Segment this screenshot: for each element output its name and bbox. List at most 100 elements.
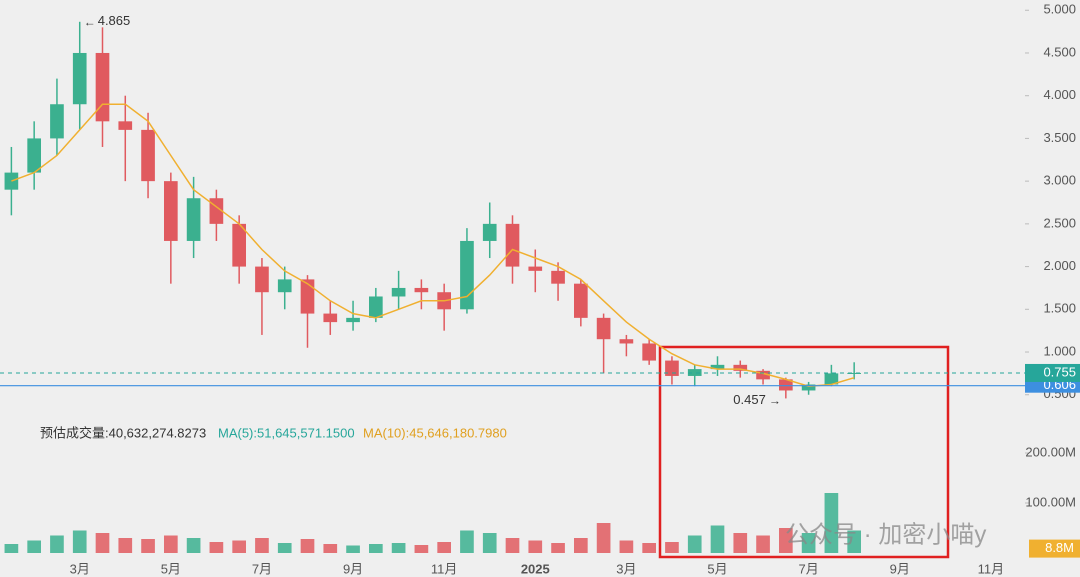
- x-tick-label: 3月: [70, 561, 90, 576]
- candle-body: [847, 372, 861, 374]
- x-tick-label: 2025: [521, 561, 550, 576]
- candle-body: [300, 279, 315, 314]
- volume-ma5: MA(5):51,645,571.1500: [218, 425, 355, 440]
- candle-body: [779, 379, 793, 391]
- y-tick-label: 3.000: [1043, 173, 1076, 188]
- volume-bar: [346, 545, 360, 553]
- volume-bar: [232, 540, 246, 553]
- highlight-box: [658, 345, 950, 559]
- x-tick-label: 7月: [798, 561, 818, 576]
- x-tick-label: 5月: [707, 561, 727, 576]
- min-arrow: →: [769, 394, 781, 408]
- volume-bar: [756, 535, 770, 553]
- volume-bar: [596, 523, 611, 553]
- candle-body: [72, 52, 87, 105]
- volume-bar: [779, 528, 793, 553]
- volume-bar: [300, 539, 315, 553]
- volume-bar: [141, 539, 155, 553]
- volume-bar: [710, 525, 725, 553]
- volume-bar: [505, 538, 520, 553]
- x-tick-label: 3月: [616, 561, 636, 576]
- x-tick-label: 9月: [343, 561, 363, 576]
- volume-bar: [437, 542, 451, 553]
- ma-line: [11, 103, 855, 387]
- ref-tag: [1025, 378, 1080, 393]
- volume-bar: [277, 543, 292, 553]
- volume-bar: [824, 493, 839, 553]
- last-price-label: 0.755: [1043, 364, 1076, 379]
- max-arrow: ←: [84, 15, 96, 29]
- candle-body: [118, 121, 133, 130]
- watermark: 公众号 · 加密小喵y: [785, 521, 986, 548]
- candle-body: [186, 198, 201, 241]
- candle-body: [596, 317, 611, 340]
- x-tick-label: 11月: [978, 561, 1005, 576]
- candle-body: [824, 373, 839, 385]
- volume-bar: [323, 544, 338, 553]
- candle-body: [733, 364, 748, 371]
- volume-bar: [733, 533, 748, 553]
- candle-body: [277, 279, 292, 293]
- volume-legend: 预估成交量:40,632,274.8273: [40, 425, 206, 440]
- y-tick-label: 1.500: [1043, 301, 1076, 316]
- volume-bar: [118, 538, 133, 553]
- volume-bar: [414, 545, 429, 553]
- volume-bar: [665, 542, 679, 553]
- volume-bar: [209, 542, 224, 553]
- y-tick-label: 3.500: [1043, 130, 1076, 145]
- volume-bar: [50, 535, 64, 553]
- candle-body: [95, 52, 110, 122]
- volume-bar: [574, 538, 588, 553]
- y-tick-label: 1.000: [1043, 343, 1076, 358]
- y-tick-label: 2.500: [1043, 215, 1076, 230]
- volume-tick-label: 100.00M: [1025, 494, 1076, 509]
- volume-bar: [369, 544, 383, 553]
- candle-body: [687, 369, 702, 376]
- volume-bar: [95, 533, 110, 553]
- candle-body: [482, 223, 497, 241]
- volume-bar: [847, 530, 861, 553]
- candle-body: [4, 172, 19, 190]
- candle-body: [756, 370, 770, 380]
- volume-bar: [482, 533, 497, 553]
- volume-bar: [4, 544, 19, 553]
- candle-body: [50, 104, 64, 139]
- volume-tag: [1029, 539, 1080, 558]
- volume-bar: [687, 535, 702, 553]
- volume-bar: [164, 535, 178, 553]
- volume-bar: [551, 543, 565, 553]
- candle-body: [414, 287, 429, 293]
- volume-current-label: 8.8M: [1045, 540, 1074, 555]
- candle-body: [232, 223, 246, 267]
- candle-body: [801, 384, 816, 391]
- last-price-tag: [1025, 363, 1080, 382]
- candle-body: [528, 266, 543, 271]
- candle-body: [642, 343, 656, 361]
- candle-body: [460, 240, 474, 310]
- candle-body: [574, 283, 588, 318]
- x-tick-label: 7月: [252, 561, 272, 576]
- candle-body: [505, 223, 520, 267]
- volume-bar: [72, 530, 87, 553]
- candle-body: [346, 317, 360, 323]
- candle-body: [369, 296, 383, 318]
- candle-body: [665, 360, 679, 376]
- x-tick-label: 11月: [431, 561, 458, 576]
- candle-body: [710, 364, 725, 370]
- candle-body: [164, 181, 178, 241]
- x-tick-label: 9月: [890, 561, 910, 576]
- volume-bar: [27, 540, 41, 553]
- min-label: 0.457: [733, 392, 766, 407]
- x-tick-label: 5月: [161, 561, 181, 576]
- candle-body: [551, 270, 565, 284]
- y-tick-label: 5.000: [1043, 2, 1076, 17]
- candle-body: [323, 313, 338, 323]
- volume-tick-label: 200.00M: [1025, 444, 1076, 459]
- candle-body: [391, 287, 406, 297]
- volume-bar: [186, 538, 201, 553]
- volume-bar: [255, 538, 269, 553]
- volume-bar: [619, 540, 634, 553]
- candle-body: [255, 266, 269, 293]
